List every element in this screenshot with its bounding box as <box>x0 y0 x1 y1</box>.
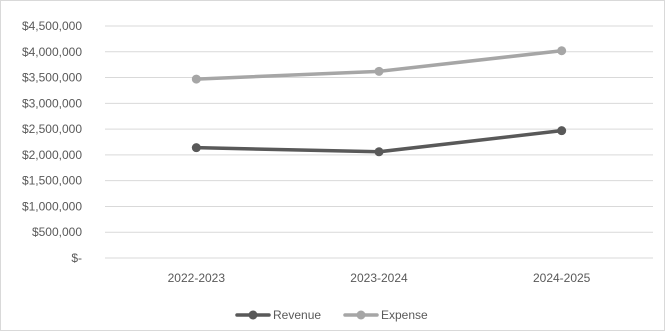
legend-swatch-marker-expense <box>356 310 366 320</box>
data-point-revenue-0 <box>191 143 201 153</box>
y-tick-label-0: $4,500,000 <box>22 19 82 33</box>
y-tick-label-4: $2,500,000 <box>22 122 82 136</box>
data-point-expense-2 <box>557 46 567 56</box>
legend-item-expense: Expense <box>343 308 428 322</box>
data-point-revenue-2 <box>557 126 567 136</box>
legend-label-revenue: Revenue <box>273 308 321 322</box>
legend-swatch-marker-revenue <box>248 310 258 320</box>
legend-label-expense: Expense <box>381 308 428 322</box>
data-point-expense-0 <box>191 74 201 84</box>
y-tick-label-3: $3,000,000 <box>22 96 82 110</box>
y-tick-label-6: $1,500,000 <box>22 174 82 188</box>
y-tick-label-7: $1,000,000 <box>22 199 82 213</box>
y-tick-label-1: $4,000,000 <box>22 45 82 59</box>
x-tick-label-1: 2023-2024 <box>350 271 408 285</box>
y-tick-label-8: $500,000 <box>32 225 82 239</box>
y-tick-label-5: $2,000,000 <box>22 148 82 162</box>
legend-item-revenue: Revenue <box>235 308 321 322</box>
x-tick-label-0: 2022-2023 <box>168 271 226 285</box>
data-point-expense-1 <box>374 66 384 76</box>
y-tick-label-9: $- <box>71 251 82 265</box>
y-tick-label-2: $3,500,000 <box>22 71 82 85</box>
data-point-revenue-1 <box>374 147 384 157</box>
x-tick-label-2: 2024-2025 <box>533 271 591 285</box>
